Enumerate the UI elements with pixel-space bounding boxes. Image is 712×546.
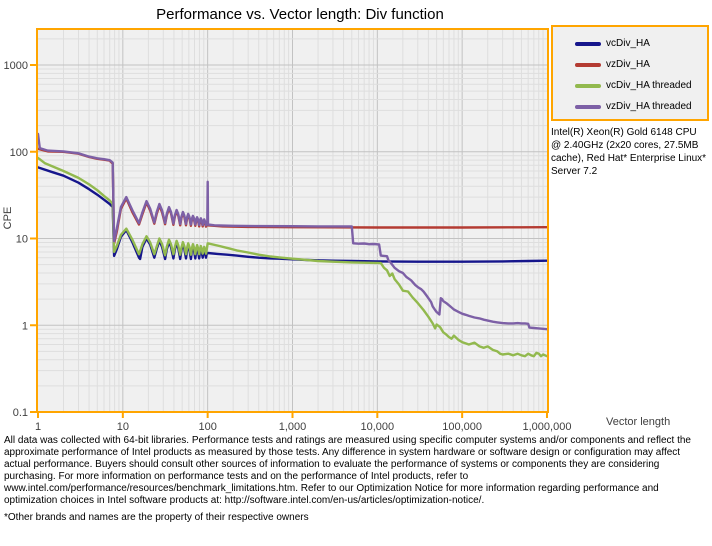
legend-item-vzdiv-ha-threaded: vzDiv_HA threaded (553, 96, 707, 117)
y-tick-label: 0.1 (13, 407, 28, 419)
legend-swatch-vzdiv-ha-threaded (575, 104, 601, 109)
legend-label: vcDiv_HA threaded (606, 80, 692, 91)
series-lines (37, 132, 548, 358)
x-tick-label: 1,000 (279, 421, 307, 433)
x-tick-label: 10,000 (360, 421, 394, 433)
series-line-vcdiv-ha-threaded (37, 156, 548, 358)
y-axis-label: CPE (2, 206, 14, 230)
legend-label: vcDiv_HA (606, 38, 650, 49)
legend-label: vzDiv_HA threaded (606, 101, 692, 112)
y-tick-label: 1000 (4, 60, 28, 72)
system-info-text: Intel(R) Xeon(R) Gold 6148 CPU @ 2.40GHz… (551, 127, 707, 177)
legend-swatch-vcdiv-ha (575, 41, 601, 46)
axis-ticks (30, 64, 548, 418)
x-axis-label: Vector length (606, 416, 671, 428)
legend: vcDiv_HA vzDiv_HA vcDiv_HA threaded vzDi… (551, 25, 709, 121)
tick-labels: 1 10 100 1,000 10,000 100,000 1,000,0001000100… (4, 60, 572, 433)
y-tick-label: 10 (16, 234, 28, 246)
x-tick-label: 100,000 (442, 421, 482, 433)
legend-label: vzDiv_HA (606, 59, 650, 70)
y-tick-label: 1 (22, 320, 28, 332)
x-tick-label: 10 (117, 421, 129, 433)
disclaimer-text: All data was collected with 64-bit libra… (4, 435, 691, 506)
legend-swatch-vzdiv-ha (575, 62, 601, 67)
chart-title: Performance vs. Vector length: Div funct… (156, 6, 444, 23)
plot-border (36, 28, 549, 413)
series-line-vzdiv-ha-threaded (37, 132, 548, 331)
legend-item-vzdiv-ha: vzDiv_HA (553, 54, 707, 75)
x-tick-label: 1 (35, 421, 41, 433)
legend-item-vcdiv-ha-threaded: vcDiv_HA threaded (553, 75, 707, 96)
legend-item-vcdiv-ha: vcDiv_HA (553, 33, 707, 54)
trademark-footnote: *Other brands and names are the property… (4, 512, 309, 523)
y-tick-label: 100 (10, 147, 28, 159)
x-tick-label: 1,000,000 (523, 421, 572, 433)
legend-swatch-vcdiv-ha-threaded (575, 83, 601, 88)
x-tick-label: 100 (198, 421, 216, 433)
